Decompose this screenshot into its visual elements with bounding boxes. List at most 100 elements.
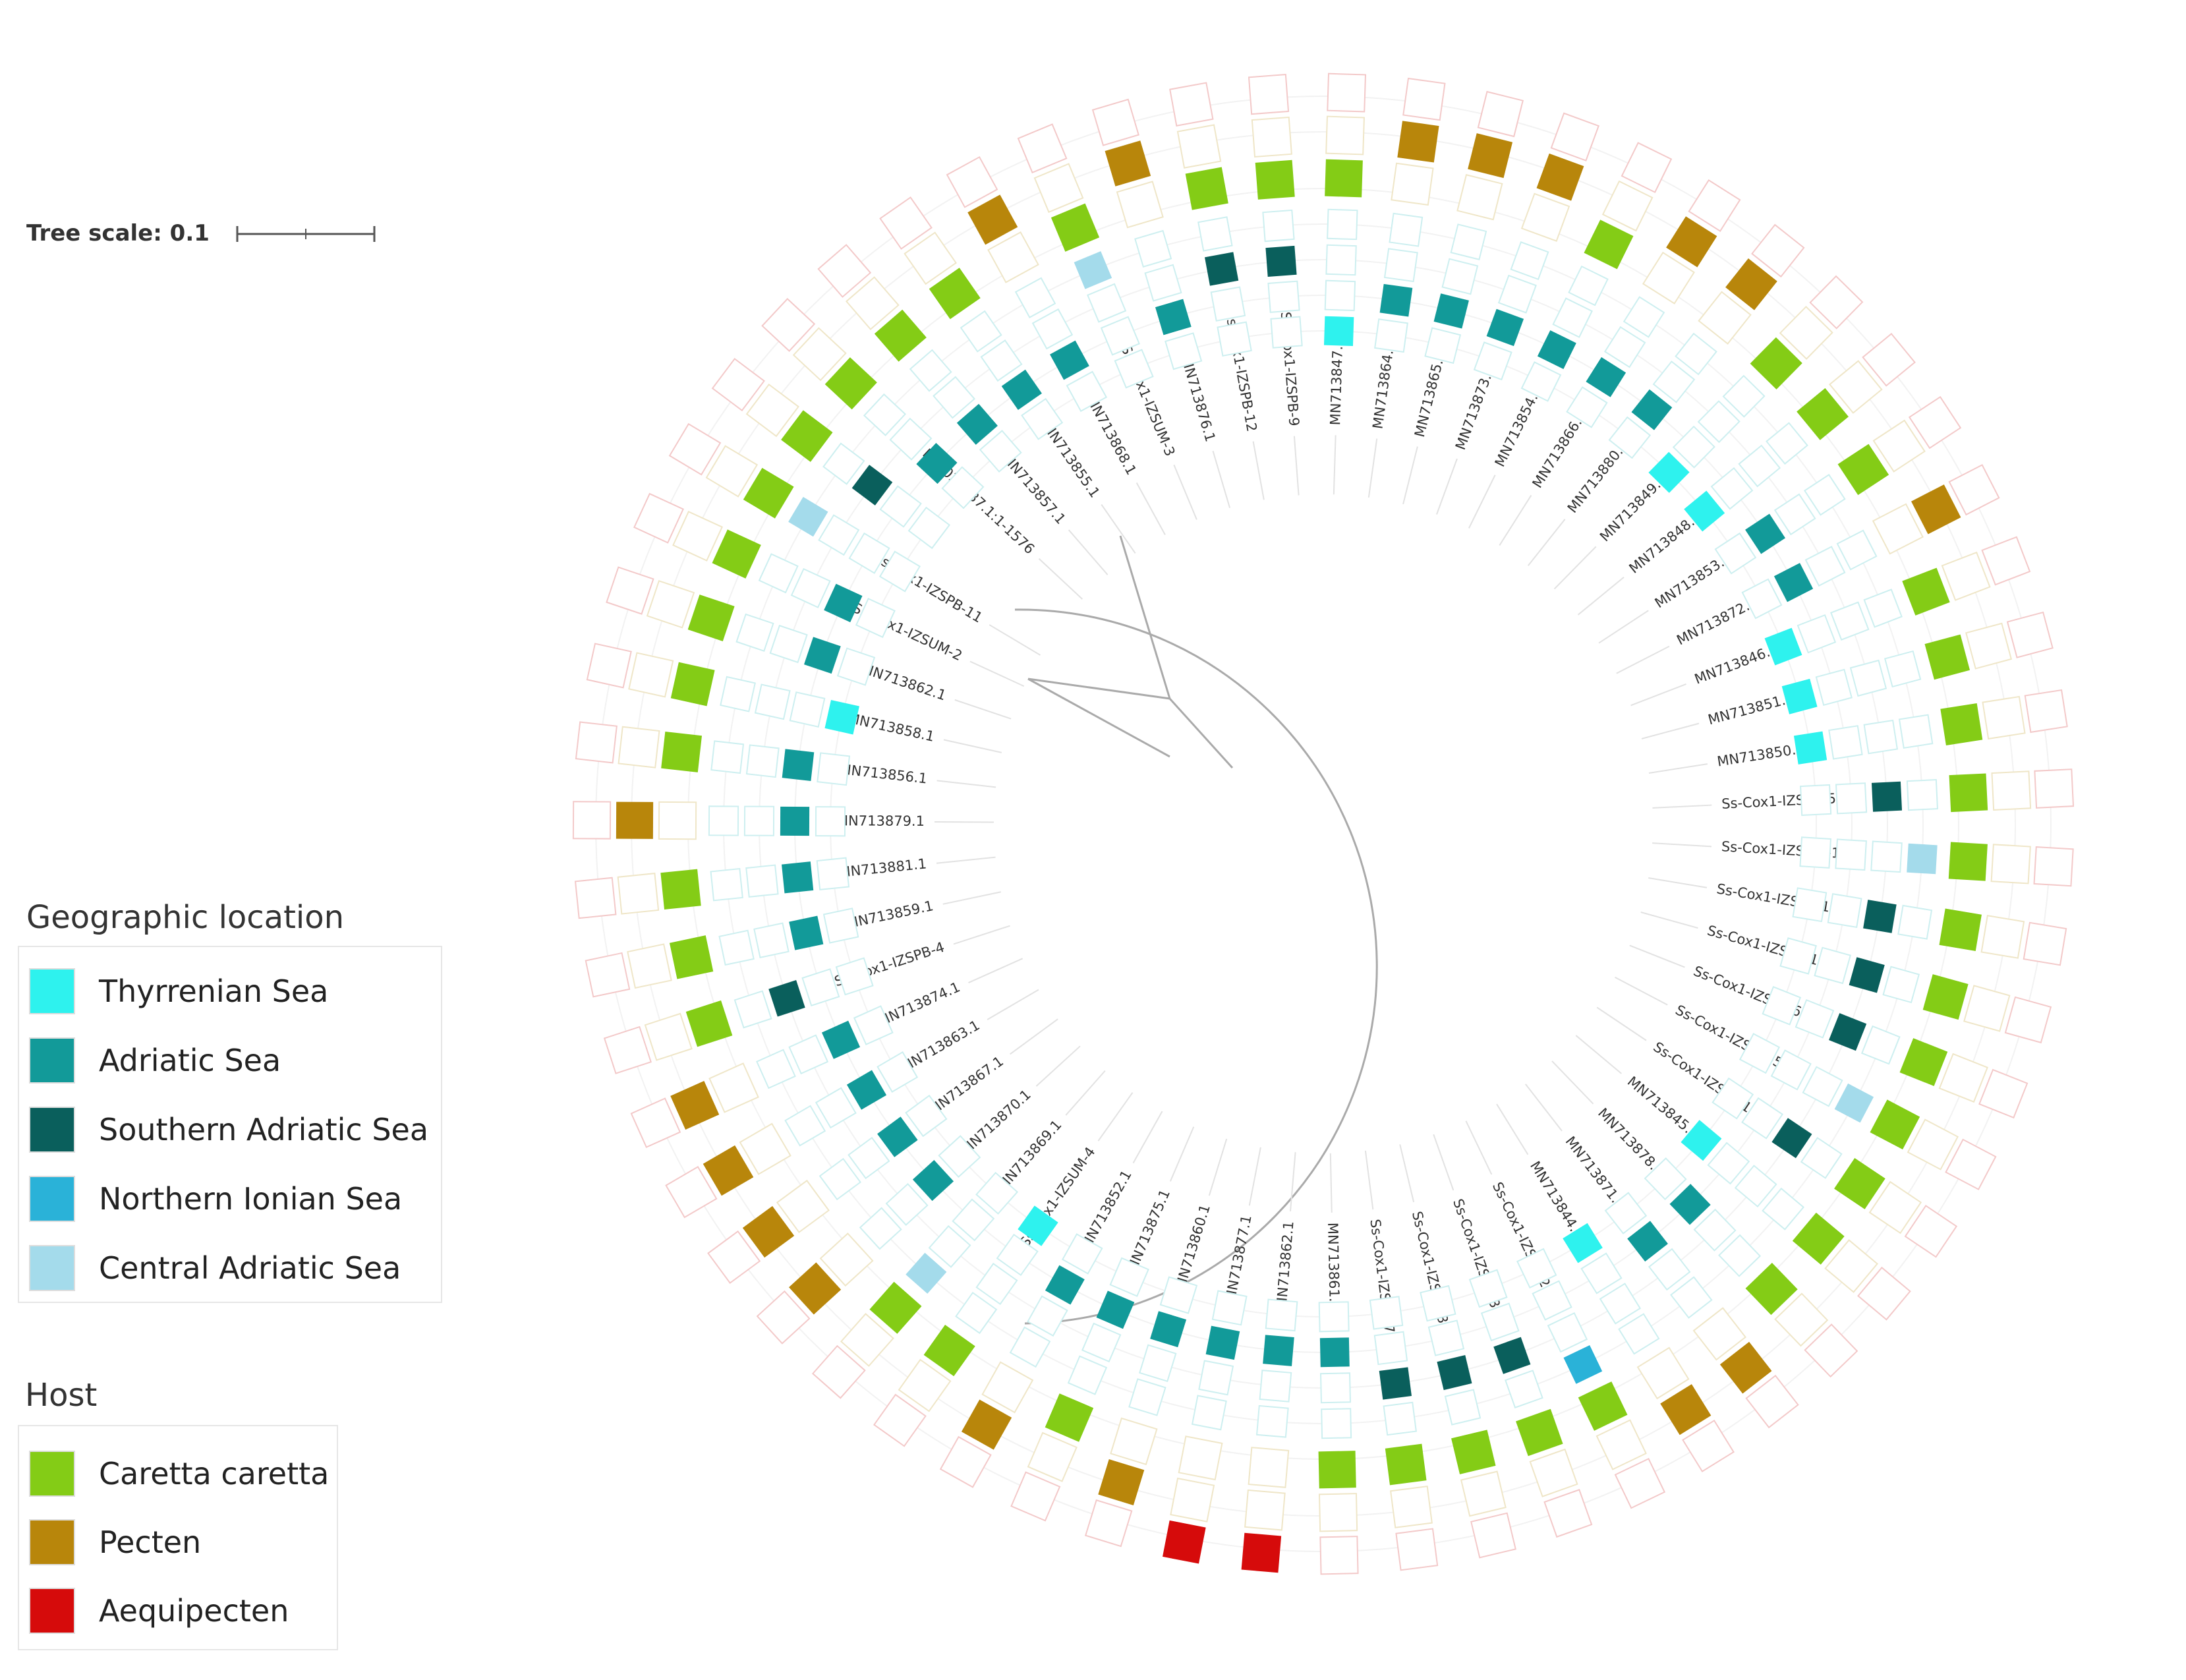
geo-cell-empty [1114, 349, 1154, 389]
geo-cell-empty [1804, 546, 1846, 587]
geo-cell-filled [1074, 251, 1112, 289]
leaf-label: MN713881.1 [838, 855, 927, 880]
leaf-branch [943, 739, 1002, 753]
geo-cell-empty [1325, 244, 1357, 276]
host-cell-filled [923, 1325, 975, 1377]
geo-cell-empty [819, 1157, 861, 1201]
geo-cell-filled [1627, 1221, 1668, 1262]
host-cell-empty [1543, 1489, 1593, 1538]
geo-cell-empty [1580, 1252, 1623, 1294]
leaf-branch [1577, 576, 1625, 616]
geo-cell-empty [1081, 1322, 1122, 1363]
geo-cell-filled [788, 496, 828, 537]
geo-cell-empty [1318, 1301, 1350, 1333]
geo-cell-empty [1797, 614, 1837, 654]
geo-cell-filled [1493, 1337, 1531, 1374]
geo-cell-empty [801, 968, 840, 1007]
geo-cell-empty [1420, 1285, 1456, 1322]
geo-cell-empty [1568, 265, 1609, 306]
host-cell-filled [1939, 908, 1982, 951]
geo-cell-empty [1762, 986, 1802, 1026]
geo-cell-empty [710, 740, 745, 774]
geo-cell-empty [1270, 316, 1303, 349]
leaf-branch [1248, 1147, 1261, 1206]
geo-cell-filled [768, 980, 805, 1017]
geo-cell-empty [1547, 1312, 1588, 1353]
host-cell-empty [2033, 846, 2074, 887]
geo-cell-filled [803, 637, 841, 674]
geo-cell-filled [1433, 293, 1469, 329]
host-cell-filled [869, 1281, 922, 1334]
host-cell-empty [873, 1393, 927, 1447]
legend-host-swatch-car [29, 1451, 75, 1497]
geo-cell-empty [815, 806, 846, 837]
leaf-branch [1436, 458, 1458, 515]
leaf-label: MN713864.1 [1369, 340, 1397, 430]
leaf-branch [1169, 1126, 1195, 1182]
geo-cell-empty [1444, 1389, 1481, 1426]
host-cell-filled [1105, 140, 1151, 187]
geo-cell-filled [1001, 369, 1042, 411]
geo-cell-filled [1681, 1120, 1722, 1161]
geo-cell-filled [1537, 330, 1576, 369]
geo-cell-empty [907, 506, 951, 550]
geo-cell-filled [780, 806, 810, 836]
host-cell-empty [1178, 1435, 1223, 1481]
leaf-branch [1465, 1120, 1493, 1175]
geo-cell-empty [1198, 1360, 1234, 1396]
geo-cell-empty [1369, 1296, 1404, 1330]
geo-cell-filled [1379, 283, 1413, 317]
geo-cell-empty [1383, 1401, 1417, 1436]
geo-cell-filled [1834, 1083, 1874, 1123]
leaf-branch [1616, 645, 1670, 674]
geo-cell-empty [1898, 714, 1934, 749]
host-cell-empty [1017, 123, 1068, 174]
geo-cell-empty [1802, 1066, 1843, 1107]
legend-host-swatch-aeq [29, 1588, 75, 1634]
host-cell-empty [1857, 1266, 1911, 1321]
host-cell-empty [939, 1435, 992, 1488]
leaf-branch [1496, 1103, 1529, 1155]
leaf-label: MN713865.1 [1412, 349, 1449, 439]
host-cell-filled [1660, 1384, 1711, 1435]
geo-cell-empty [1599, 1283, 1642, 1325]
leaf-label: MN713850.1 [1716, 740, 1806, 769]
geo-cell-empty [1473, 341, 1512, 381]
host-cell-filled [1792, 1212, 1845, 1265]
host-cell-empty [1745, 1374, 1799, 1429]
geo-cell-empty [1860, 1025, 1901, 1065]
geo-cell-empty [1552, 297, 1593, 338]
geo-cell-empty [1259, 1370, 1292, 1403]
geo-cell-empty [1267, 280, 1300, 313]
host-cell-filled [824, 357, 877, 410]
leaf-branch [1101, 504, 1136, 554]
inner-branch-1 [1119, 535, 1234, 769]
geo-cell-empty [1441, 258, 1479, 295]
host-cell-empty [644, 1012, 693, 1061]
host-cell-empty [617, 873, 660, 915]
geo-cell-empty [790, 567, 831, 608]
host-cell-filled [685, 1000, 733, 1047]
leaf-branch [968, 958, 1023, 984]
host-cell-filled [669, 935, 714, 979]
geo-cell-empty [1863, 589, 1903, 628]
host-cell-filled [1924, 634, 1970, 680]
geo-cell-empty [1197, 216, 1233, 252]
geo-cell-empty [1191, 1395, 1227, 1431]
geo-cell-empty [1087, 283, 1127, 323]
host-cell-filled [1098, 1459, 1145, 1505]
geo-cell-empty [928, 1225, 971, 1268]
host-cell-empty [898, 1358, 952, 1412]
geo-cell-empty [1800, 784, 1832, 817]
legend-geo-swatch-cad [29, 1245, 75, 1291]
host-cell-empty [811, 1345, 866, 1399]
geo-cell-empty [1165, 332, 1203, 370]
host-cell-empty [1614, 1457, 1666, 1509]
geo-cell-empty [1814, 946, 1851, 985]
geo-cell-empty [1762, 1187, 1805, 1231]
geo-cell-filled [1829, 1013, 1867, 1051]
host-cell-empty [756, 1290, 811, 1345]
geo-cell-empty [1897, 904, 1933, 940]
geo-cell-empty [708, 805, 739, 836]
